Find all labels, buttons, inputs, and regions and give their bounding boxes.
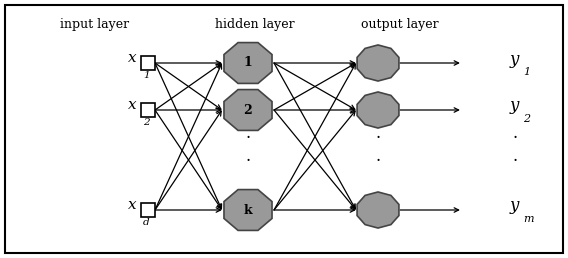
Polygon shape xyxy=(224,43,272,83)
Text: 2: 2 xyxy=(244,103,252,117)
Text: x: x xyxy=(128,98,137,112)
Polygon shape xyxy=(357,192,399,228)
Bar xyxy=(141,103,155,117)
Polygon shape xyxy=(357,45,399,81)
Text: k: k xyxy=(244,204,252,216)
Text: input layer: input layer xyxy=(60,18,129,31)
Text: 1: 1 xyxy=(143,71,149,80)
Polygon shape xyxy=(357,92,399,128)
Text: ·
·: · · xyxy=(375,130,381,170)
Text: y: y xyxy=(510,198,519,214)
Bar xyxy=(141,56,155,70)
Polygon shape xyxy=(224,90,272,130)
Text: ·
·: · · xyxy=(245,130,250,170)
Text: output layer: output layer xyxy=(361,18,439,31)
Text: 2: 2 xyxy=(523,114,530,124)
Polygon shape xyxy=(224,190,272,230)
Text: m: m xyxy=(523,214,533,224)
Text: 1: 1 xyxy=(523,67,530,77)
Text: y: y xyxy=(510,51,519,68)
Text: ·
·: · · xyxy=(512,130,517,170)
Text: x: x xyxy=(128,51,137,65)
Bar xyxy=(141,203,155,217)
Text: d: d xyxy=(143,218,149,227)
Text: hidden layer: hidden layer xyxy=(215,18,295,31)
Text: 1: 1 xyxy=(244,57,252,69)
Text: x: x xyxy=(128,198,137,212)
Text: 2: 2 xyxy=(143,118,149,127)
Text: y: y xyxy=(510,98,519,115)
